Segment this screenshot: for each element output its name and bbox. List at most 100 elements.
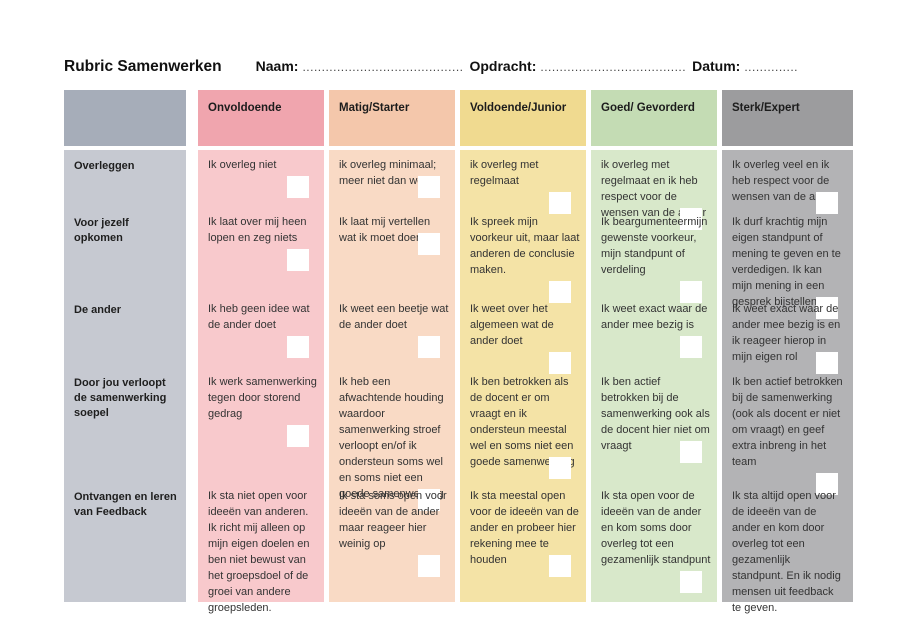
rubric-cell: Ik sta meestal open voor de ideeën van d… bbox=[460, 481, 586, 602]
criterion-label-overleggen: Overleggen bbox=[74, 160, 135, 172]
rubric-cell: Ik weet over het algemeen wat de ander d… bbox=[460, 294, 586, 374]
level-header-voldoende-junior: Voldoende/Junior bbox=[460, 90, 586, 146]
rubric-cell: Ik laat mij vertellen wat ik moet doen. bbox=[329, 207, 455, 294]
form-header: Rubric Samenwerken Naam: ...............… bbox=[64, 58, 864, 76]
checkbox[interactable] bbox=[816, 297, 838, 319]
naam-field: Naam: ..................................… bbox=[256, 58, 464, 74]
cell-text: Ik durf krachtig mijn eigen standpunt of… bbox=[732, 216, 841, 308]
checkbox[interactable] bbox=[418, 489, 440, 511]
rubric-cell: Ik ben actief betrokken bij de samenwerk… bbox=[722, 367, 853, 495]
checkbox[interactable] bbox=[418, 555, 440, 577]
cell-text: ik overleg met regelmaat en ik heb respe… bbox=[601, 159, 707, 219]
rubric-cell: Ik durf krachtig mijn eigen standpunt of… bbox=[722, 207, 853, 319]
cell-text: Ik laat mij vertellen wat ik moet doen. bbox=[339, 216, 431, 244]
checkbox[interactable] bbox=[680, 336, 702, 358]
rubric-cell: Ik sta soms open voor ideeën van de ande… bbox=[329, 481, 455, 602]
opdracht-label: Opdracht: bbox=[469, 58, 537, 74]
criterion-label-samenwerking-soepel: Door jou verloopt de samenwerking soepel bbox=[74, 377, 167, 419]
datum-fill-line: .............. bbox=[744, 60, 798, 74]
rubric-cell: Ik sta open voor de ideeën van de ander … bbox=[591, 481, 717, 602]
rubric-cell: Ik weet exact waar de ander mee bezig is… bbox=[722, 294, 853, 374]
checkbox[interactable] bbox=[816, 619, 838, 641]
cell-text: Ik ben betrokken als de docent er om vra… bbox=[470, 376, 575, 468]
cell-text: Ik sta altijd open voor de ideeën van de… bbox=[732, 490, 841, 614]
cell-text: Ik overleg veel en ik heb respect voor d… bbox=[732, 159, 838, 203]
checkbox[interactable] bbox=[287, 176, 309, 198]
level-header-sterk-expert: Sterk/Expert bbox=[722, 90, 853, 146]
checkbox[interactable] bbox=[418, 336, 440, 358]
rubric-cell: Ik sta niet open voor ideeën van anderen… bbox=[198, 481, 324, 625]
rubric-cell: Ik spreek mijn voorkeur uit, maar laat a… bbox=[460, 207, 586, 303]
naam-fill-line: ........................................… bbox=[302, 60, 464, 74]
opdracht-fill-line: ...................................... bbox=[540, 60, 687, 74]
cell-text: Ik weet over het algemeen wat de ander d… bbox=[470, 303, 554, 347]
cell-text: Ik sta open voor de ideeën van de ander … bbox=[601, 490, 711, 566]
cell-text: Ik sta meestal open voor de ideeën van d… bbox=[470, 490, 579, 566]
cell-text: Ik laat over mij heen lopen en zeg niets bbox=[208, 216, 307, 244]
cell-text: Ik overleg niet bbox=[208, 159, 277, 171]
page-title: Rubric Samenwerken bbox=[64, 58, 222, 75]
cell-text: Ik spreek mijn voorkeur uit, maar laat a… bbox=[470, 216, 580, 276]
criterion-label-voor-jezelf-opkomen: Voor jezelf opkomen bbox=[74, 217, 129, 244]
checkbox[interactable] bbox=[549, 352, 571, 374]
rubric-cell: Ik sta altijd open voor de ideeën van de… bbox=[722, 481, 853, 641]
checkbox[interactable] bbox=[680, 281, 702, 303]
corner-header-cell bbox=[64, 90, 186, 146]
checkbox[interactable] bbox=[549, 192, 571, 214]
checkbox[interactable] bbox=[816, 192, 838, 214]
column-matig-starter: Matig/Starter ik overleg minimaal; meer … bbox=[329, 90, 455, 602]
checkbox[interactable] bbox=[549, 281, 571, 303]
opdracht-field: Opdracht: ..............................… bbox=[469, 58, 686, 74]
rubric-cell: Ik weet een beetje wat de ander doet bbox=[329, 294, 455, 367]
checkbox[interactable] bbox=[418, 176, 440, 198]
column-sterk-expert: Sterk/Expert Ik overleg veel en ik heb r… bbox=[722, 90, 853, 641]
rubric-cell: Ik overleg veel en ik heb respect voor d… bbox=[722, 150, 853, 214]
checkbox[interactable] bbox=[287, 336, 309, 358]
level-header-onvoldoende: Onvoldoende bbox=[198, 90, 324, 146]
checkbox[interactable] bbox=[549, 457, 571, 479]
column-voldoende-junior: Voldoende/Junior ik overleg met regelmaa… bbox=[460, 90, 586, 602]
checkbox[interactable] bbox=[418, 233, 440, 255]
criterion-label-de-ander: De ander bbox=[74, 304, 122, 316]
criteria-column: Overleggen Voor jezelf opkomen De ander … bbox=[64, 90, 186, 602]
rubric-cell: Ik werk samenwerking tegen door storend … bbox=[198, 367, 324, 481]
datum-field: Datum: .............. bbox=[692, 58, 798, 74]
rubric-table: Overleggen Voor jezelf opkomen De ander … bbox=[64, 90, 853, 641]
cell-text: Ik weet exact waar de ander mee bezig is… bbox=[732, 303, 841, 363]
cell-text: Ik weet exact waar de ander mee bezig is bbox=[601, 303, 708, 331]
rubric-cell: Ik heb een afwachtende houding waardoor … bbox=[329, 367, 455, 511]
rubric-cell: Ik weet exact waar de ander mee bezig is bbox=[591, 294, 717, 367]
cell-text: Ik sta soms open voor ideeën van de ande… bbox=[339, 490, 447, 550]
datum-label: Datum: bbox=[692, 58, 741, 74]
checkbox[interactable] bbox=[680, 441, 702, 463]
checkbox[interactable] bbox=[549, 555, 571, 577]
checkbox[interactable] bbox=[287, 425, 309, 447]
cell-text: ik overleg minimaal; meer niet dan wel bbox=[339, 159, 437, 187]
rubric-cell: ik overleg met regelmaat bbox=[460, 150, 586, 214]
rubric-cell: ik overleg met regelmaat en ik heb respe… bbox=[591, 150, 717, 230]
rubric-cell: Ik ben actief betrokken bij de samenwerk… bbox=[591, 367, 717, 481]
checkbox[interactable] bbox=[816, 352, 838, 374]
rubric-cell: Ik heb geen idee wat de ander doet bbox=[198, 294, 324, 367]
level-header-matig-starter: Matig/Starter bbox=[329, 90, 455, 146]
cell-text: Ik heb geen idee wat de ander doet bbox=[208, 303, 310, 331]
column-goed-gevorderd: Goed/ Gevorderd ik overleg met regelmaat… bbox=[591, 90, 717, 602]
cell-text: Ik ben actief betrokken bij de samenwerk… bbox=[601, 376, 710, 452]
level-header-goed-gevorderd: Goed/ Gevorderd bbox=[591, 90, 717, 146]
checkbox[interactable] bbox=[816, 473, 838, 495]
rubric-cell: Ik overleg niet bbox=[198, 150, 324, 207]
column-onvoldoende: Onvoldoende Ik overleg niet Ik laat over… bbox=[198, 90, 324, 625]
checkbox[interactable] bbox=[680, 208, 702, 230]
cell-text: Ik werk samenwerking tegen door storend … bbox=[208, 376, 317, 420]
checkbox[interactable] bbox=[287, 249, 309, 271]
cell-text: ik overleg met regelmaat bbox=[470, 159, 539, 187]
rubric-cell: Ik ben betrokken als de docent er om vra… bbox=[460, 367, 586, 481]
checkbox[interactable] bbox=[680, 571, 702, 593]
rubric-cell: Ik beargumenteermijn gewenste voorkeur, … bbox=[591, 207, 717, 303]
rubric-cell: Ik laat over mij heen lopen en zeg niets bbox=[198, 207, 324, 294]
criterion-label-feedback: Ontvangen en leren van Feedback bbox=[74, 491, 177, 518]
checkbox[interactable] bbox=[287, 603, 309, 625]
rubric-cell: ik overleg minimaal; meer niet dan wel bbox=[329, 150, 455, 207]
cell-text: Ik heb een afwachtende houding waardoor … bbox=[339, 376, 444, 500]
cell-text: Ik sta niet open voor ideeën van anderen… bbox=[208, 490, 310, 614]
